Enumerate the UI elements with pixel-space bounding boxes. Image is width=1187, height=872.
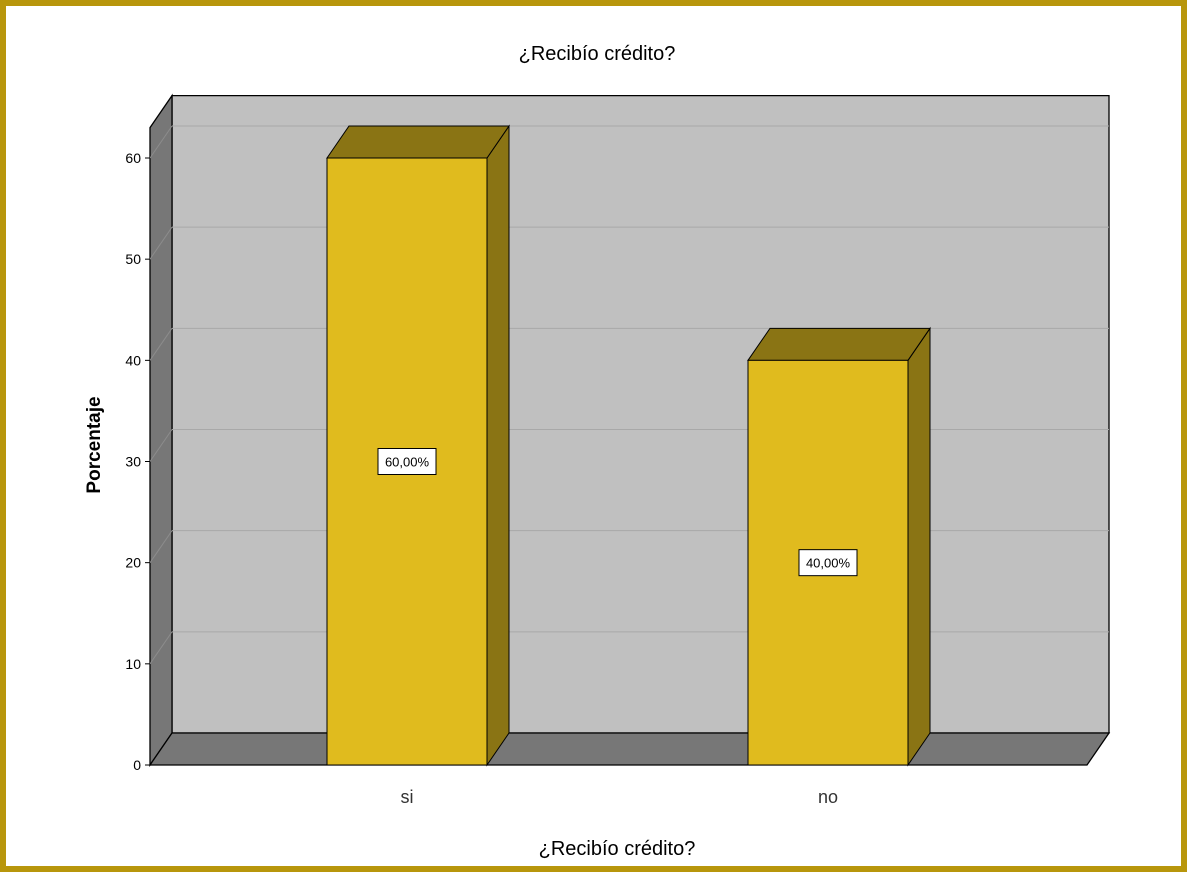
y-tick-label: 10: [125, 656, 141, 672]
bar-top: [326, 125, 510, 159]
y-tick-label: 60: [125, 150, 141, 166]
data-label: 60,00%: [385, 455, 430, 470]
y-tick-label: 40: [125, 352, 141, 368]
bar-side: [907, 326, 931, 767]
plot-left-wall: [149, 93, 173, 768]
data-label-box: [377, 448, 437, 475]
gridline-wall: [149, 328, 173, 361]
y-tick-label: 30: [125, 454, 141, 470]
bar-si: [326, 124, 510, 767]
plot-floor: [148, 732, 1111, 766]
y-tick-label: 20: [125, 555, 141, 571]
gridline-wall: [149, 530, 173, 563]
gridline-wall: [149, 125, 173, 159]
gridline-wall: [149, 226, 173, 260]
x-axis-title: ¿Recibío crédito?: [539, 838, 696, 860]
bar-side: [486, 124, 510, 767]
bar-no: [747, 326, 931, 767]
y-tick-label: 0: [133, 757, 141, 773]
y-tick-label: 50: [125, 251, 141, 267]
x-category-label: si: [401, 787, 414, 807]
gridline-wall: [149, 631, 173, 665]
data-label: 40,00%: [806, 556, 851, 571]
gridline-wall: [149, 429, 173, 462]
bar-top: [747, 327, 931, 361]
y-axis-title: Porcentaje: [84, 396, 105, 493]
plot-back-wall: [171, 95, 1110, 734]
data-label-box: [798, 549, 858, 577]
chart-title: ¿Recibío crédito?: [519, 43, 676, 65]
x-category-label: no: [818, 787, 838, 807]
